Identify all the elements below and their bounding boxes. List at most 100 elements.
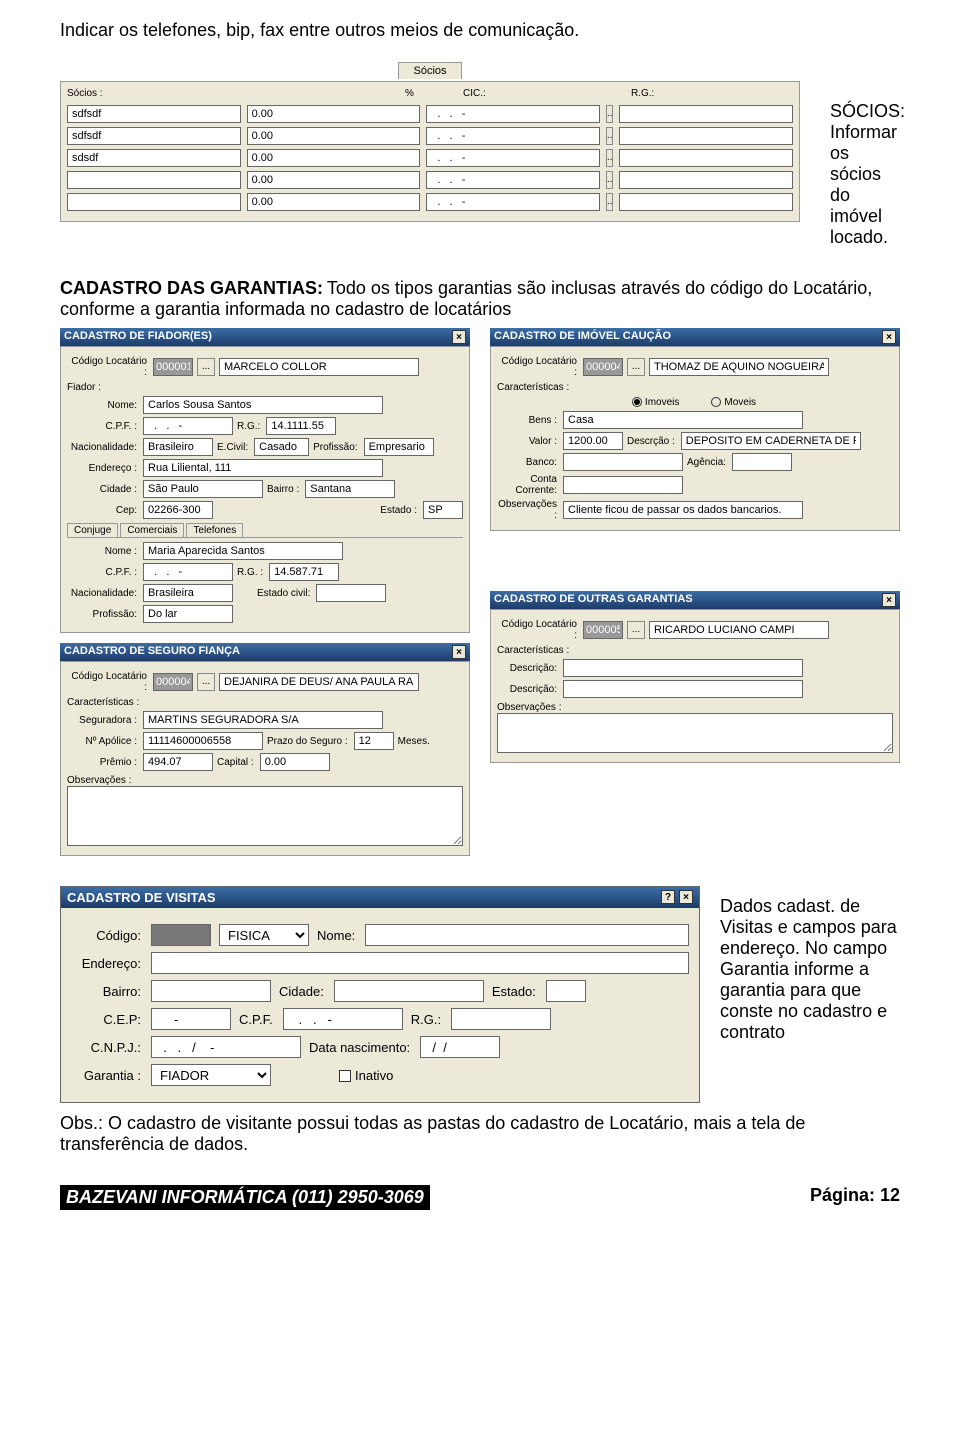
cic-btn[interactable]: ..: [606, 171, 614, 189]
rg-input[interactable]: [266, 417, 336, 435]
conj-nac-input[interactable]: [143, 584, 233, 602]
pct-input[interactable]: [247, 171, 421, 189]
lookup-btn[interactable]: ...: [627, 358, 645, 376]
estado-input[interactable]: [546, 980, 586, 1002]
nome-input[interactable]: [365, 924, 689, 946]
seg-input[interactable]: [143, 711, 383, 729]
conta-input[interactable]: [563, 476, 683, 494]
pct-input[interactable]: [247, 105, 421, 123]
intro-text: Indicar os telefones, bip, fax entre out…: [60, 20, 900, 41]
rg-input[interactable]: [451, 1008, 551, 1030]
pct-input[interactable]: [247, 127, 421, 145]
rg-input[interactable]: [619, 193, 793, 211]
conj-prof-input[interactable]: [143, 605, 233, 623]
lookup-btn[interactable]: ...: [197, 358, 215, 376]
socios-input[interactable]: [67, 171, 241, 189]
tab-socios[interactable]: Sócios: [398, 62, 461, 79]
socios-input[interactable]: [67, 127, 241, 145]
cic-input[interactable]: [426, 105, 600, 123]
cic-btn[interactable]: ..: [606, 149, 614, 167]
cnpj-input[interactable]: [151, 1036, 301, 1058]
lbl-valor: Valor :: [497, 436, 557, 447]
radio-moveis[interactable]: Moveis: [711, 396, 758, 408]
bairro-input[interactable]: [151, 980, 271, 1002]
help-icon[interactable]: ?: [661, 890, 675, 904]
capital-input[interactable]: [260, 753, 330, 771]
end-input[interactable]: [151, 952, 689, 974]
cic-input[interactable]: [426, 171, 600, 189]
codigo-input[interactable]: [153, 673, 193, 691]
dn-input[interactable]: [420, 1036, 500, 1058]
conj-rg-input[interactable]: [269, 563, 339, 581]
nacion-input[interactable]: [143, 438, 213, 456]
conj-nome-input[interactable]: [143, 542, 343, 560]
codigo-input[interactable]: [583, 358, 623, 376]
premio-input[interactable]: [143, 753, 213, 771]
rg-input[interactable]: [619, 171, 793, 189]
nome-loc-input[interactable]: [219, 358, 419, 376]
cpf-input[interactable]: [283, 1008, 403, 1030]
obs-input[interactable]: [563, 501, 803, 519]
radio-imoveis[interactable]: Imoveis: [632, 396, 681, 408]
desc1-input[interactable]: [563, 659, 803, 677]
bens-input[interactable]: [563, 411, 803, 429]
garantia-select[interactable]: FIADOR: [151, 1064, 271, 1086]
prazo-input[interactable]: [354, 732, 394, 750]
pct-input[interactable]: [247, 149, 421, 167]
socios-input[interactable]: [67, 193, 241, 211]
codigo-input[interactable]: [583, 621, 623, 639]
close-icon[interactable]: ×: [452, 330, 466, 344]
apol-input[interactable]: [143, 732, 263, 750]
codigo-input[interactable]: [153, 358, 193, 376]
cic-btn[interactable]: ..: [606, 105, 614, 123]
nome-input[interactable]: [649, 621, 829, 639]
tab-conjuge[interactable]: Conjuge: [67, 523, 118, 537]
inativo-check[interactable]: Inativo: [339, 1068, 395, 1083]
descr-input[interactable]: [681, 432, 861, 450]
agencia-input[interactable]: [732, 453, 792, 471]
codigo-input[interactable]: [151, 924, 211, 946]
close-icon[interactable]: ×: [882, 330, 896, 344]
rg-input[interactable]: [619, 149, 793, 167]
cic-input[interactable]: [426, 193, 600, 211]
obs-textarea[interactable]: [497, 713, 893, 753]
tipo-select[interactable]: FISICA: [219, 924, 309, 946]
nome-input[interactable]: [143, 396, 383, 414]
tab-telefones[interactable]: Telefones: [186, 523, 243, 537]
cep-input[interactable]: [151, 1008, 231, 1030]
tab-comerciais[interactable]: Comerciais: [120, 523, 184, 537]
close-icon[interactable]: ×: [452, 645, 466, 659]
socios-input[interactable]: [67, 149, 241, 167]
cidade-input[interactable]: [143, 480, 263, 498]
lookup-btn[interactable]: ...: [197, 673, 215, 691]
visitas-window: CADASTRO DE VISITAS ? × Código: FISICA N…: [60, 886, 700, 1103]
nome-input[interactable]: [649, 358, 829, 376]
valor-input[interactable]: [563, 432, 623, 450]
end-input[interactable]: [143, 459, 383, 477]
cic-btn[interactable]: ..: [606, 193, 614, 211]
ecivil-input[interactable]: [254, 438, 309, 456]
conj-ecivil-input[interactable]: [316, 584, 386, 602]
cep-input[interactable]: [143, 501, 213, 519]
rg-input[interactable]: [619, 127, 793, 145]
cpf-input[interactable]: [143, 417, 233, 435]
nome-input[interactable]: [219, 673, 419, 691]
rg-input[interactable]: [619, 105, 793, 123]
obs-textarea[interactable]: [67, 786, 463, 846]
estado-input[interactable]: [423, 501, 463, 519]
lookup-btn[interactable]: ...: [627, 621, 645, 639]
banco-input[interactable]: [563, 453, 683, 471]
close-icon[interactable]: ×: [679, 890, 693, 904]
close-icon[interactable]: ×: [882, 593, 896, 607]
desc2-input[interactable]: [563, 680, 803, 698]
cic-input[interactable]: [426, 149, 600, 167]
prof-input[interactable]: [364, 438, 434, 456]
pct-input[interactable]: [247, 193, 421, 211]
cidade-input[interactable]: [334, 980, 484, 1002]
cic-input[interactable]: [426, 127, 600, 145]
bairro-input[interactable]: [305, 480, 395, 498]
conj-cpf-input[interactable]: [143, 563, 233, 581]
socios-input[interactable]: [67, 105, 241, 123]
cic-btn[interactable]: ..: [606, 127, 614, 145]
lbl-bens: Bens :: [497, 415, 557, 426]
